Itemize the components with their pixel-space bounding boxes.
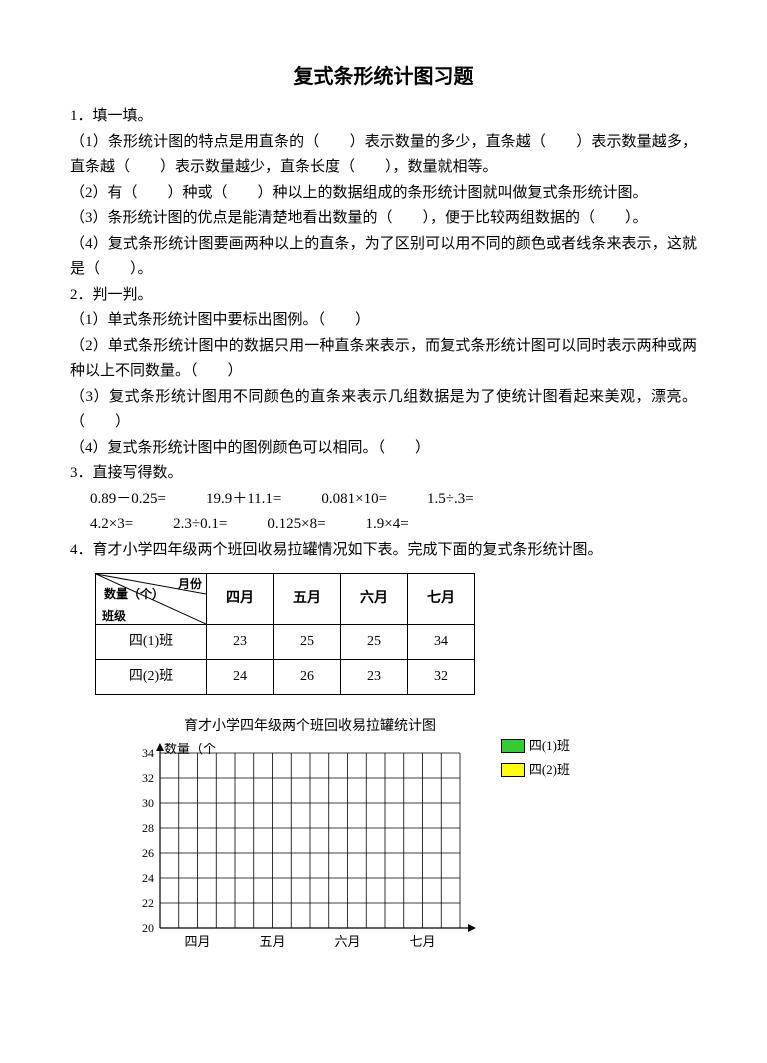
calc: 0.125×8= xyxy=(267,512,325,538)
bar-chart: 育才小学四年级两个班回收易拉罐统计图 四(1)班 四(2)班 数量（个 20 22 2… xyxy=(110,715,570,972)
cell: 26 xyxy=(274,660,341,695)
chart-legend: 四(1)班 四(2)班 xyxy=(501,735,570,783)
cell: 34 xyxy=(408,625,475,660)
svg-text:22: 22 xyxy=(142,896,154,910)
legend-label: 四(1)班 xyxy=(529,735,570,757)
cell: 24 xyxy=(207,660,274,695)
table-corner: 月份 数量（个） 班级 xyxy=(96,574,207,625)
corner-top: 月份 xyxy=(177,576,203,591)
legend-swatch xyxy=(501,763,525,777)
q2-3: （3）复式条形统计图用不同颜色的直条来表示几组数据是为了使统计图看起来美观，漂亮… xyxy=(70,385,697,436)
calc-row-1: 0.89－0.25= 19.9＋11.1= 0.081×10= 1.5÷.3= xyxy=(90,487,697,513)
table-row: 四(2)班 24 26 23 32 xyxy=(96,660,475,695)
col-month: 五月 xyxy=(274,574,341,625)
row-label: 四(2)班 xyxy=(96,660,207,695)
svg-text:34: 34 xyxy=(142,746,154,760)
table-row: 四(1)班 23 25 25 34 xyxy=(96,625,475,660)
legend-label: 四(2)班 xyxy=(529,759,570,781)
q4-head: 4．育才小学四年级两个班回收易拉罐情况如下表。完成下面的复式条形统计图。 xyxy=(70,538,697,564)
svg-text:30: 30 xyxy=(142,796,154,810)
content-block: 1．填一填。 （1）条形统计图的特点是用直条的（ ）表示数量的多少，直条越（ ）… xyxy=(70,104,697,563)
cell: 23 xyxy=(207,625,274,660)
data-table: 月份 数量（个） 班级 四月 五月 六月 七月 四(1)班 23 25 25 3… xyxy=(95,573,475,695)
row-label: 四(1)班 xyxy=(96,625,207,660)
svg-text:32: 32 xyxy=(142,771,154,785)
calc: 19.9＋11.1= xyxy=(206,487,281,513)
calc: 0.081×10= xyxy=(321,487,387,513)
svg-text:六月: 六月 xyxy=(334,934,360,949)
q1-2: （2）有（ ）种或（ ）种以上的数据组成的条形统计图就叫做复式条形统计图。 xyxy=(70,181,697,207)
chart-canvas: 数量（个 20 22 24 26 28 30 32 34 四月 五月 六月 七月 xyxy=(110,743,510,963)
q1-3: （3）条形统计图的优点是能清楚地看出数量的（ ），便于比较两组数据的（ ）。 xyxy=(70,206,697,232)
calc: 2.3÷0.1= xyxy=(173,512,227,538)
q3-head: 3．直接写得数。 xyxy=(70,461,697,487)
svg-text:四月: 四月 xyxy=(184,934,210,949)
svg-text:七月: 七月 xyxy=(409,934,435,949)
legend-swatch xyxy=(501,739,525,753)
chart-title: 育才小学四年级两个班回收易拉罐统计图 xyxy=(150,715,470,739)
q1-head: 1．填一填。 xyxy=(70,104,697,130)
svg-text:数量（个: 数量（个 xyxy=(164,743,216,756)
cell: 23 xyxy=(341,660,408,695)
svg-text:24: 24 xyxy=(142,871,154,885)
worksheet-page: 复式条形统计图习题 1．填一填。 （1）条形统计图的特点是用直条的（ ）表示数量… xyxy=(0,0,767,1002)
calc: 1.9×4= xyxy=(366,512,409,538)
q1-4: （4）复式条形统计图要画两种以上的直条，为了区别可以用不同的颜色或者线条来表示，… xyxy=(70,232,697,283)
col-month: 四月 xyxy=(207,574,274,625)
corner-mid: 数量（个） xyxy=(104,586,164,601)
page-title: 复式条形统计图习题 xyxy=(70,60,697,94)
cell: 32 xyxy=(408,660,475,695)
q2-head: 2．判一判。 xyxy=(70,283,697,309)
corner-bottom: 班级 xyxy=(102,608,126,623)
q2-4: （4）复式条形统计图中的图例颜色可以相同。（ ） xyxy=(70,436,697,462)
calc: 1.5÷.3= xyxy=(427,487,474,513)
svg-text:26: 26 xyxy=(142,846,154,860)
calc-row-2: 4.2×3= 2.3÷0.1= 0.125×8= 1.9×4= xyxy=(90,512,697,538)
cell: 25 xyxy=(341,625,408,660)
legend-item: 四(1)班 xyxy=(501,735,570,757)
col-month: 六月 xyxy=(341,574,408,625)
col-month: 七月 xyxy=(408,574,475,625)
q2-2: （2）单式条形统计图中的数据只用一种直条来表示，而复式条形统计图可以同时表示两种… xyxy=(70,334,697,385)
q1-1: （1）条形统计图的特点是用直条的（ ）表示数量的多少，直条越（ ）表示数量越多，… xyxy=(70,130,697,181)
calc: 4.2×3= xyxy=(90,512,133,538)
cell: 25 xyxy=(274,625,341,660)
q2-1: （1）单式条形统计图中要标出图例。（ ） xyxy=(70,308,697,334)
svg-text:五月: 五月 xyxy=(259,934,285,949)
svg-text:20: 20 xyxy=(142,921,154,935)
legend-item: 四(2)班 xyxy=(501,759,570,781)
svg-text:28: 28 xyxy=(142,821,154,835)
calc: 0.89－0.25= xyxy=(90,487,166,513)
